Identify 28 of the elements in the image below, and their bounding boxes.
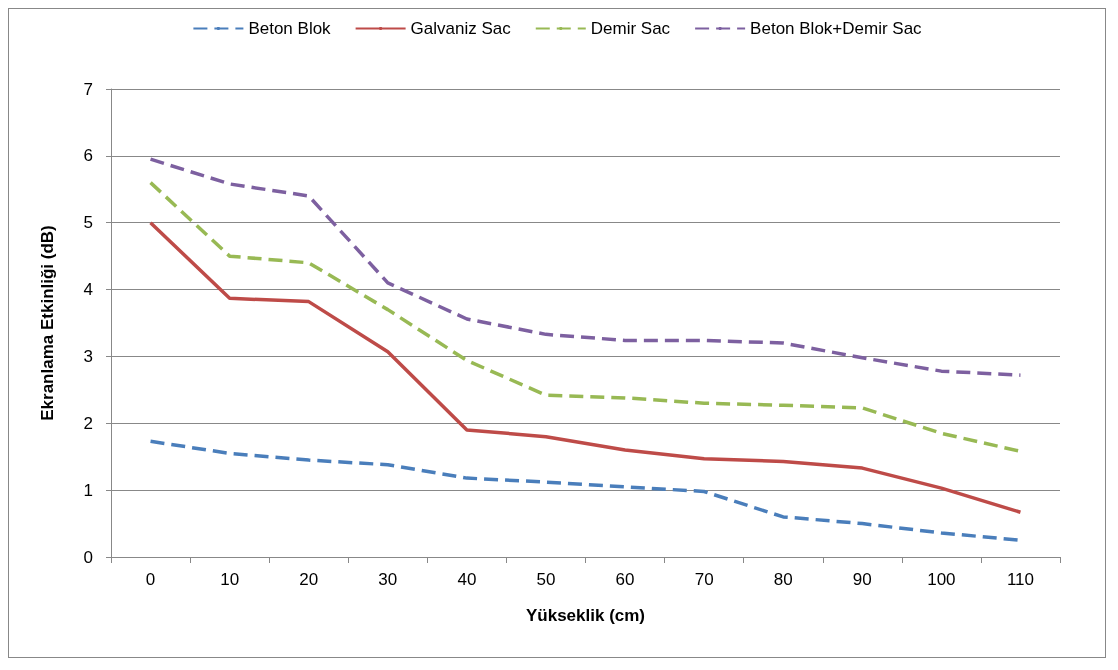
legend-label: Beton Blok: [248, 19, 332, 38]
y-axis-title: Ekranlama Etkinliği (dB): [38, 225, 57, 421]
y-tick-label: 0: [83, 547, 93, 567]
x-tick-label: 60: [615, 570, 635, 589]
y-tick-label: 2: [83, 413, 93, 433]
legend-label: Beton Blok+Demir Sac: [750, 19, 923, 38]
x-tick-label: 110: [1006, 570, 1035, 589]
y-tick-label: 6: [83, 146, 93, 166]
y-tick-label: 5: [83, 213, 93, 233]
legend-label: Galvaniz Sac: [410, 19, 512, 38]
y-tick-label: 4: [83, 280, 93, 300]
y-tick-label: 1: [83, 480, 93, 500]
x-tick-label: 40: [457, 570, 477, 589]
x-tick-label: 20: [299, 570, 319, 589]
line-series: [148, 157, 1023, 377]
x-tick-label: 100: [927, 570, 956, 589]
x-tick-label: 0: [145, 570, 156, 589]
x-axis-title: Yükseklik (cm): [525, 606, 646, 625]
legend-label: Demir Sac: [590, 19, 671, 38]
y-tick-label: 3: [83, 346, 93, 366]
x-tick-label: 80: [773, 570, 793, 589]
line-series: [148, 220, 1023, 514]
x-tick-label: 70: [694, 570, 714, 589]
x-tick-label: 50: [536, 570, 556, 589]
x-tick-label: 10: [220, 570, 240, 589]
x-tick-label: 30: [378, 570, 398, 589]
x-tick-label: 90: [852, 570, 872, 589]
y-tick-label: 7: [83, 79, 93, 99]
